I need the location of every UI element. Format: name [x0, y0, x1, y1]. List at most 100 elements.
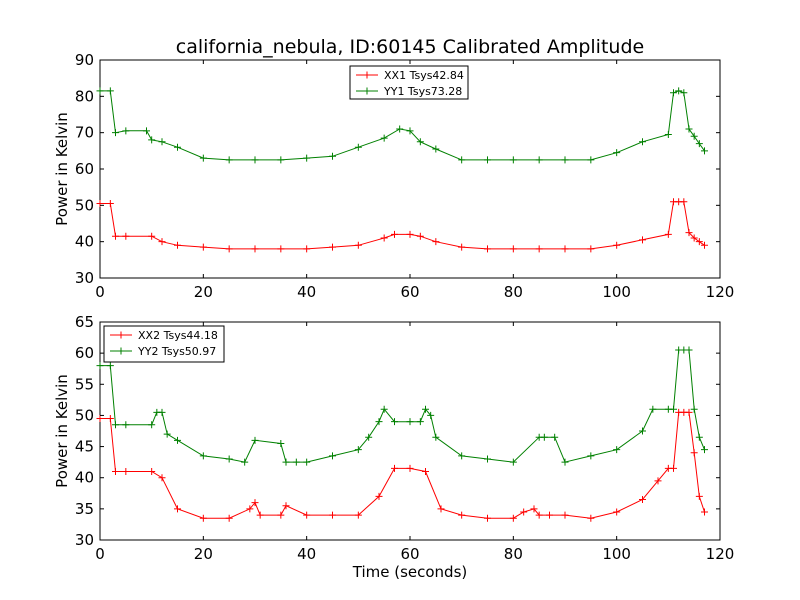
data-point-marker [509, 245, 517, 253]
y-axis-label: Power in Kelvin [53, 112, 71, 226]
data-point-marker [148, 467, 156, 475]
series-2 [96, 87, 708, 164]
data-point-marker [112, 467, 119, 475]
data-point-marker [587, 156, 595, 164]
data-point-marker [112, 129, 119, 137]
data-point-marker [282, 502, 290, 510]
y-tick-label: 35 [75, 500, 94, 518]
data-point-marker [509, 156, 517, 164]
data-point-marker [484, 156, 491, 164]
data-point-marker [639, 236, 646, 244]
data-point-marker [458, 156, 466, 164]
data-point-marker [174, 505, 181, 513]
data-point-marker [551, 433, 559, 441]
data-point-marker [225, 514, 233, 522]
data-point-marker [329, 452, 336, 460]
x-axis-label: Time (seconds) [352, 563, 468, 581]
data-point-marker [354, 446, 362, 454]
data-point-marker [664, 230, 672, 238]
data-point-marker [391, 464, 398, 472]
data-point-marker [458, 511, 466, 519]
data-point-marker [406, 464, 414, 472]
data-point-marker [106, 362, 114, 370]
data-point-marker [416, 418, 424, 426]
data-point-marker [484, 514, 491, 522]
data-point-marker [277, 511, 285, 519]
x-tick-label: 100 [602, 545, 631, 563]
data-point-marker [613, 446, 621, 454]
x-tick-label: 60 [400, 545, 419, 563]
data-point-marker [680, 198, 688, 206]
data-point-marker [158, 474, 166, 482]
x-tick-label: 80 [504, 545, 523, 563]
data-point-marker [422, 467, 429, 475]
legend-marker [117, 347, 125, 355]
data-point-marker [112, 232, 119, 240]
data-point-marker [535, 511, 543, 519]
y-tick-label: 65 [75, 313, 94, 331]
subplot-2: 0 20 40 60 80 100 120 30 35 40 45 50 55 60 65 Power in … [53, 313, 734, 581]
data-point-marker [690, 449, 698, 457]
data-point-marker [106, 87, 114, 95]
data-point-marker [695, 492, 703, 500]
y-tick-label: 40 [75, 469, 94, 487]
data-point-marker [535, 156, 543, 164]
data-point-marker [277, 245, 285, 253]
data-point-marker [225, 245, 233, 253]
data-point-marker [354, 241, 362, 249]
data-point-marker [561, 156, 569, 164]
data-point-marker [509, 514, 517, 522]
x-tick-label: 20 [194, 545, 213, 563]
data-point-marker [685, 229, 693, 237]
legend-marker [363, 87, 371, 95]
data-point-marker [664, 130, 672, 138]
data-point-marker [163, 430, 171, 438]
data-point-marker [329, 511, 336, 519]
data-point-marker [561, 458, 569, 466]
data-point-marker [380, 134, 388, 142]
data-point-marker [561, 245, 569, 253]
y-tick-label: 40 [75, 233, 94, 251]
legend-box [103, 325, 225, 363]
data-point-marker [690, 234, 698, 242]
data-point-marker [437, 505, 445, 513]
data-point-marker [432, 433, 440, 441]
x-tick-label: 100 [602, 283, 631, 301]
data-point-marker [639, 427, 646, 435]
data-point-marker [354, 143, 362, 151]
data-point-marker [158, 138, 166, 146]
data-point-marker [587, 245, 595, 253]
series-1 [96, 198, 708, 253]
data-point-marker [458, 243, 466, 251]
data-point-marker [670, 89, 677, 97]
y-tick-label: 70 [75, 124, 94, 142]
data-point-marker [535, 245, 543, 253]
data-point-marker [96, 362, 104, 370]
data-point-marker [685, 346, 693, 354]
subplot-1: 0 20 40 60 80 100 120 30 40 50 60 70 80 90 Power in Ke… [53, 51, 734, 301]
data-point-marker [458, 452, 466, 460]
data-point-marker [675, 87, 683, 95]
data-point-marker [701, 241, 708, 249]
x-tick-label: 80 [504, 283, 523, 301]
data-point-marker [225, 156, 233, 164]
data-point-marker [122, 421, 130, 429]
data-point-marker [380, 405, 388, 413]
data-point-marker [375, 492, 383, 500]
data-point-marker [112, 421, 119, 429]
series-1 [96, 408, 708, 522]
data-point-marker [106, 415, 114, 423]
data-point-marker [225, 455, 233, 463]
y-tick-label: 55 [75, 375, 94, 393]
data-point-marker [329, 243, 336, 251]
data-point-marker [396, 125, 404, 133]
data-point-marker [148, 421, 156, 429]
data-point-marker [416, 232, 424, 240]
data-point-marker [613, 149, 621, 157]
data-point-marker [613, 241, 621, 249]
data-point-marker [680, 89, 688, 97]
data-point-marker [199, 154, 207, 162]
data-point-marker [613, 508, 621, 516]
